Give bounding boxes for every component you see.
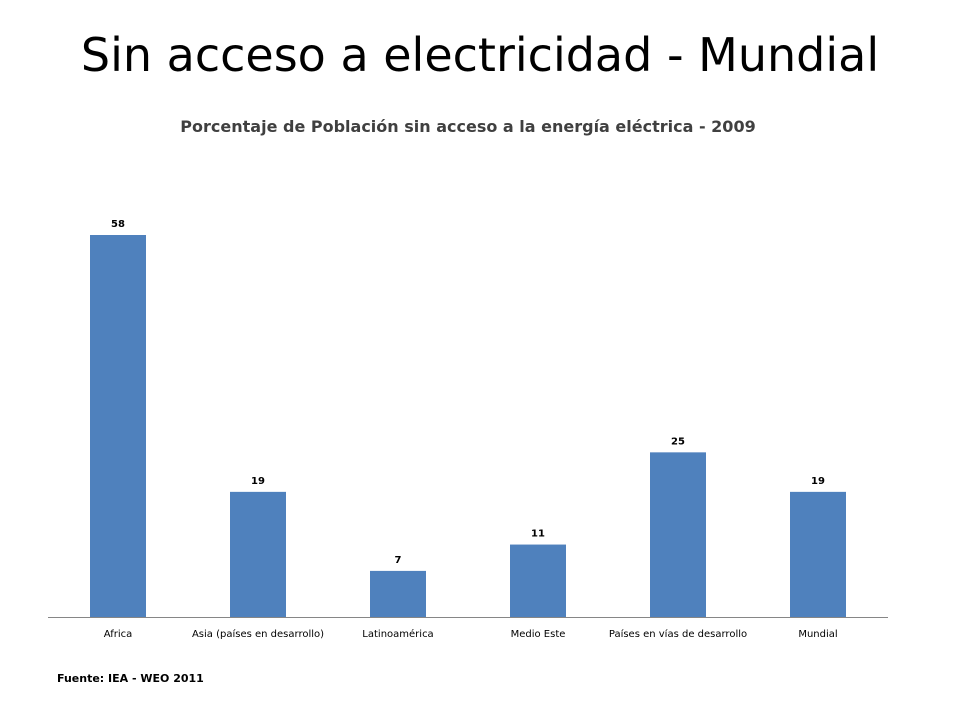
- bar-3: [510, 544, 566, 617]
- bar-2: [370, 570, 426, 617]
- category-labels-group: Africa Asia (países en desarrollo) Latinoa…: [104, 628, 838, 640]
- bar-1: [230, 491, 286, 617]
- category-label-3: Medio Este: [511, 629, 566, 640]
- value-label-2: 7: [395, 555, 402, 566]
- value-label-4: 25: [671, 436, 685, 447]
- category-label-1: Asia (países en desarrollo): [192, 628, 324, 640]
- value-label-5: 19: [811, 476, 825, 487]
- slide-title: Sin acceso a electricidad - Mundial: [80, 28, 880, 82]
- bar-0: [90, 235, 146, 617]
- source-note: Fuente: IEA - WEO 2011: [57, 672, 204, 685]
- bar-4: [650, 452, 706, 617]
- value-label-3: 11: [531, 529, 545, 540]
- bar-5: [790, 491, 846, 617]
- value-label-0: 58: [111, 219, 125, 230]
- chart-title: Porcentaje de Población sin acceso a la …: [180, 117, 756, 136]
- category-label-4: Países en vías de desarrollo: [609, 628, 747, 640]
- value-label-1: 19: [251, 476, 265, 487]
- value-labels-group: 58 19 7 11 25 19: [111, 219, 825, 566]
- category-label-2: Latinoamérica: [362, 628, 433, 640]
- bars-group: [90, 235, 846, 617]
- category-label-5: Mundial: [798, 629, 837, 640]
- category-label-0: Africa: [104, 629, 133, 640]
